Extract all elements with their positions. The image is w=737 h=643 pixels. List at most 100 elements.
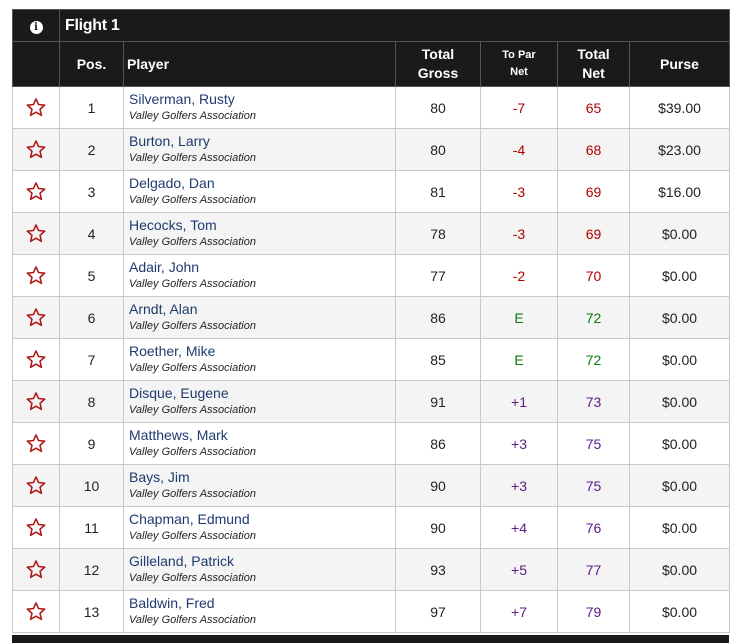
club-name: Valley Golfers Association [129,109,256,122]
purse: $0.00 [628,422,731,465]
player-name-link[interactable]: Silverman, Rusty [129,90,235,107]
total-net: 79 [557,590,630,633]
total-net: 65 [557,86,630,129]
total-gross: 97 [395,590,481,633]
to-par-net: +4 [480,506,558,549]
total-gross: 93 [395,548,481,591]
purse: $0.00 [628,506,731,549]
to-par-net: E [480,296,558,339]
player-name-link[interactable]: Adair, John [129,258,200,275]
table-row[interactable]: 13 Baldwin, Fred Valley Golfers Associat… [12,590,731,633]
purse: $0.00 [628,296,731,339]
player-cell: Silverman, Rusty Valley Golfers Associat… [123,86,396,129]
table-row[interactable]: 3 Delgado, Dan Valley Golfers Associatio… [12,170,731,213]
favorite-toggle[interactable] [12,422,60,465]
favorite-toggle[interactable] [12,548,60,591]
favorite-toggle[interactable] [12,380,60,423]
purse: $39.00 [628,86,731,129]
player-cell: Baldwin, Fred Valley Golfers Association [123,590,396,633]
to-par-net: +3 [480,422,558,465]
info-button[interactable]: i [12,9,60,42]
star-outline-icon [26,518,46,537]
table-row[interactable]: 1 Silverman, Rusty Valley Golfers Associ… [12,86,731,129]
table-row[interactable]: 10 Bays, Jim Valley Golfers Association … [12,464,731,507]
purse: $0.00 [628,380,731,423]
table-row[interactable]: 4 Hecocks, Tom Valley Golfers Associatio… [12,212,731,255]
position: 8 [59,380,124,423]
player-name-link[interactable]: Roether, Mike [129,342,216,359]
star-outline-icon [26,224,46,243]
table-row[interactable]: 9 Matthews, Mark Valley Golfers Associat… [12,422,731,465]
total-net: 70 [557,254,630,297]
club-name: Valley Golfers Association [129,403,256,416]
header-player[interactable]: Player [123,41,396,87]
favorite-toggle[interactable] [12,254,60,297]
player-cell: Arndt, Alan Valley Golfers Association [123,296,396,339]
table-row[interactable]: 5 Adair, John Valley Golfers Association… [12,254,731,297]
total-gross: 81 [395,170,481,213]
favorite-toggle[interactable] [12,464,60,507]
to-par-net: +7 [480,590,558,633]
table-row[interactable]: 7 Roether, Mike Valley Golfers Associati… [12,338,731,381]
player-name-link[interactable]: Bays, Jim [129,468,190,485]
purse: $16.00 [628,170,731,213]
total-net: 73 [557,380,630,423]
to-par-net: -4 [480,128,558,171]
position: 11 [59,506,124,549]
purse: $0.00 [628,464,731,507]
club-name: Valley Golfers Association [129,487,256,500]
total-net: 72 [557,296,630,339]
star-outline-icon [26,266,46,285]
header-purse[interactable]: Purse [628,41,731,87]
player-name-link[interactable]: Chapman, Edmund [129,510,250,527]
star-outline-icon [26,98,46,117]
table-row[interactable]: 2 Burton, Larry Valley Golfers Associati… [12,128,731,171]
favorite-toggle[interactable] [12,338,60,381]
header-to-par-net[interactable]: To Par Net [480,41,558,87]
favorite-toggle[interactable] [12,170,60,213]
player-name-link[interactable]: Delgado, Dan [129,174,215,191]
total-net: 76 [557,506,630,549]
header-favorite [12,41,60,87]
club-name: Valley Golfers Association [129,445,256,458]
table-row[interactable]: 11 Chapman, Edmund Valley Golfers Associ… [12,506,731,549]
total-net: 72 [557,338,630,381]
header-total-gross[interactable]: Total Gross [395,41,481,87]
player-name-link[interactable]: Matthews, Mark [129,426,228,443]
club-name: Valley Golfers Association [129,571,256,584]
header-pos[interactable]: Pos. [59,41,124,87]
player-name-link[interactable]: Baldwin, Fred [129,594,215,611]
table-row[interactable]: 6 Arndt, Alan Valley Golfers Association… [12,296,731,339]
total-gross: 90 [395,464,481,507]
position: 1 [59,86,124,129]
player-name-link[interactable]: Hecocks, Tom [129,216,217,233]
star-outline-icon [26,602,46,621]
table-row[interactable]: 8 Disque, Eugene Valley Golfers Associat… [12,380,731,423]
favorite-toggle[interactable] [12,296,60,339]
favorite-toggle[interactable] [12,86,60,129]
favorite-toggle[interactable] [12,128,60,171]
total-net: 69 [557,170,630,213]
table-row[interactable]: 12 Gilleland, Patrick Valley Golfers Ass… [12,548,731,591]
player-name-link[interactable]: Disque, Eugene [129,384,229,401]
favorite-toggle[interactable] [12,590,60,633]
star-outline-icon [26,182,46,201]
player-cell: Delgado, Dan Valley Golfers Association [123,170,396,213]
purse: $0.00 [628,590,731,633]
favorite-toggle[interactable] [12,506,60,549]
player-name-link[interactable]: Burton, Larry [129,132,210,149]
player-cell: Bays, Jim Valley Golfers Association [123,464,396,507]
total-net: 75 [557,422,630,465]
position: 5 [59,254,124,297]
position: 2 [59,128,124,171]
player-name-link[interactable]: Arndt, Alan [129,300,198,317]
total-gross: 80 [395,86,481,129]
club-name: Valley Golfers Association [129,613,256,626]
header-total-net[interactable]: Total Net [557,41,630,87]
header-to-par-line1: To Par [502,49,536,61]
position: 12 [59,548,124,591]
player-name-link[interactable]: Gilleland, Patrick [129,552,235,569]
favorite-toggle[interactable] [12,212,60,255]
star-outline-icon [26,476,46,495]
flight-title: Flight 1 [58,9,731,42]
